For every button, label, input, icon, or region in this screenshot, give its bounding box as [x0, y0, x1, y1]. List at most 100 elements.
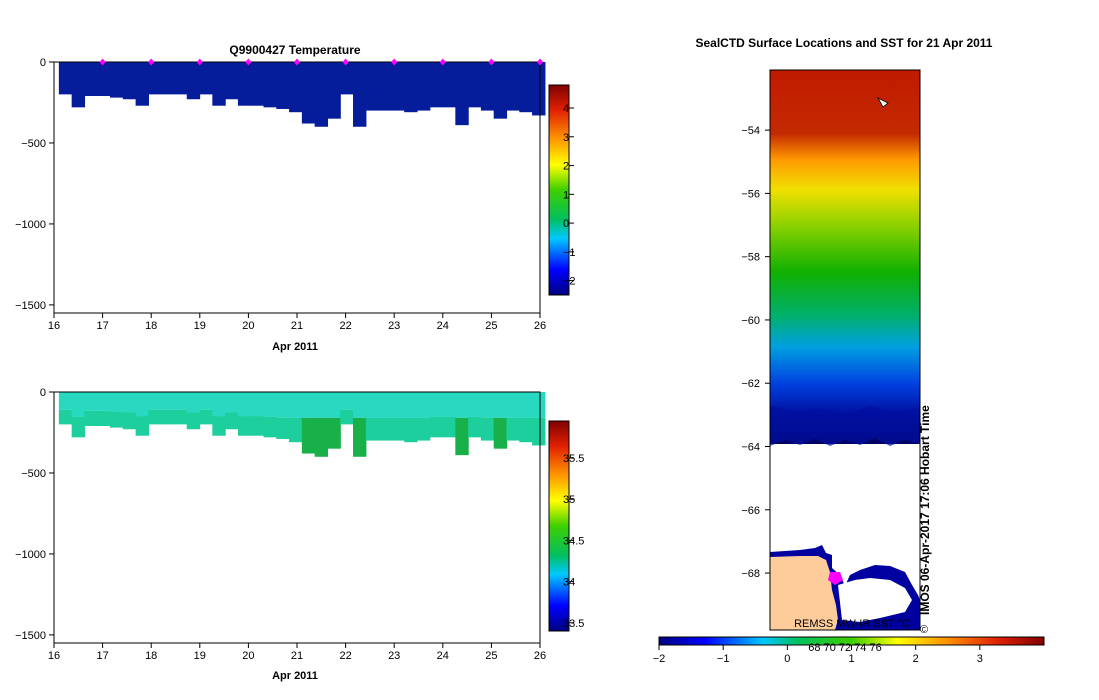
- temperature-profile-column: [327, 62, 341, 119]
- salinity-profile-upper: [186, 392, 201, 413]
- temperature-profile-column: [263, 62, 277, 108]
- lat-tick-label: −58: [741, 252, 760, 264]
- salinity-profile-lower: [250, 416, 265, 436]
- salinity-profile-lower: [237, 416, 252, 436]
- temperature-profile-column: [237, 62, 252, 106]
- salinity-profile-lower: [416, 417, 431, 441]
- temperature-profile-column: [301, 62, 316, 124]
- salinity-profile-lower: [506, 417, 520, 441]
- colorbar-tick-label: 33.5: [563, 618, 584, 630]
- y-tick-label: 0: [40, 57, 46, 69]
- temperature-chart-title: Q9900427 Temperature: [229, 43, 361, 57]
- temperature-profile-column: [97, 62, 111, 97]
- temperature-profile-column: [276, 62, 290, 109]
- salinity-profile-lower: [391, 417, 405, 441]
- salinity-profile-lower: [314, 417, 329, 457]
- salinity-profile-upper: [58, 392, 73, 410]
- salinity-profile-upper: [365, 392, 380, 418]
- salinity-profile-lower: [263, 416, 277, 438]
- salinity-profile-lower: [225, 412, 239, 430]
- salinity-profile-upper: [391, 392, 405, 418]
- salinity-profile-upper: [353, 392, 367, 418]
- salinity-profile-upper: [416, 392, 431, 418]
- salinity-profile-upper: [468, 392, 482, 417]
- x-tick-label: 18: [145, 650, 157, 662]
- x-tick-label: 23: [388, 650, 400, 662]
- temperature-profile-column: [212, 62, 226, 106]
- salinity-profile-lower: [186, 412, 201, 430]
- x-tick-label: 18: [145, 320, 157, 332]
- ice-shelf: [838, 578, 912, 622]
- salinity-profile-upper: [97, 392, 111, 411]
- x-tick-label: 21: [291, 650, 303, 662]
- salinity-profile-upper: [237, 392, 252, 417]
- salinity-data-area: [58, 392, 546, 457]
- salinity-profile-upper: [250, 392, 265, 417]
- salinity-profile-lower: [276, 417, 290, 439]
- y-tick-label: −1000: [15, 219, 46, 231]
- colorbar-tick-label: −2: [563, 276, 576, 288]
- x-tick-label: 25: [485, 650, 497, 662]
- salinity-profile-upper: [110, 392, 124, 412]
- salinity-profile-lower: [110, 411, 124, 428]
- profile-marker: [196, 58, 203, 66]
- sealctd-surface-location: [828, 572, 843, 585]
- temperature-profile-column: [353, 62, 367, 127]
- sst-colorbar-tick-label: 3: [977, 653, 983, 665]
- temperature-profile-column: [532, 62, 546, 116]
- temperature-profile-column: [493, 62, 508, 119]
- sst-field: [770, 70, 920, 444]
- profile-marker: [294, 58, 300, 66]
- salinity-profile-upper: [378, 392, 392, 418]
- salinity-profile-upper: [455, 392, 469, 418]
- salinity-profile-lower: [353, 417, 367, 457]
- temperature-profile-column: [186, 62, 201, 100]
- x-tick-label: 20: [242, 650, 254, 662]
- sst-colorbar-tick-label: 2: [913, 653, 919, 665]
- salinity-profile-lower: [519, 417, 533, 443]
- colorbar-tick-label: 3: [563, 132, 569, 144]
- y-tick-label: −1500: [15, 630, 46, 642]
- sst-colorbar-ticks: −2 −1 0 1 2 3: [653, 645, 983, 665]
- salinity-profile-upper: [327, 392, 341, 418]
- x-tick-label: 22: [339, 320, 351, 332]
- salinity-y-axis: 0 −500 −1000 −1500: [15, 387, 54, 642]
- temperature-y-axis: 0 −500 −1000 −1500: [15, 57, 54, 312]
- salinity-x-axis: 16 17 18 19 20 21 22 23 24 25 26: [48, 643, 546, 662]
- lat-tick-label: −68: [741, 568, 760, 580]
- temperature-profile-column: [110, 62, 124, 98]
- salinity-profile-upper: [493, 392, 508, 418]
- map-frame: [769, 69, 921, 631]
- colorbar-tick-label: 1: [563, 189, 569, 201]
- salinity-profile-lower: [84, 410, 98, 427]
- salinity-profile-lower: [71, 416, 86, 438]
- salinity-x-label: Apr 2011: [272, 670, 318, 682]
- salinity-profile-upper: [314, 392, 329, 418]
- temperature-x-label: Apr 2011: [272, 341, 318, 353]
- temperature-profile-column: [506, 62, 520, 111]
- lat-tick-label: −54: [741, 125, 760, 137]
- lat-tick-label: −62: [741, 378, 760, 390]
- x-tick-label: 26: [534, 320, 546, 332]
- sst-ice-edge: [770, 405, 920, 446]
- temperature-profile-column: [148, 62, 162, 95]
- salinity-profile-lower: [327, 417, 341, 449]
- colorbar-tick-label: 34: [563, 577, 575, 589]
- x-tick-label: 23: [388, 320, 400, 332]
- salinity-profile-lower: [173, 409, 188, 425]
- temperature-profile-column: [429, 62, 444, 108]
- y-tick-label: −500: [21, 138, 46, 150]
- salinity-profile-lower: [199, 409, 213, 425]
- temperature-profile-markers: [99, 58, 543, 66]
- map-timestamp: IMOS 06-Apr-2017 17:06 Hobart Time: [918, 405, 932, 615]
- salinity-profile-upper: [429, 392, 444, 417]
- salinity-profile-lower: [122, 412, 137, 430]
- x-tick-label: 24: [437, 650, 449, 662]
- temperature-profile-column: [480, 62, 495, 111]
- salinity-profile-upper: [442, 392, 456, 417]
- x-tick-label: 26: [534, 650, 546, 662]
- colorbar-tick-label: 4: [563, 103, 569, 115]
- temperature-profile-column: [71, 62, 86, 108]
- salinity-profile-lower: [301, 417, 316, 454]
